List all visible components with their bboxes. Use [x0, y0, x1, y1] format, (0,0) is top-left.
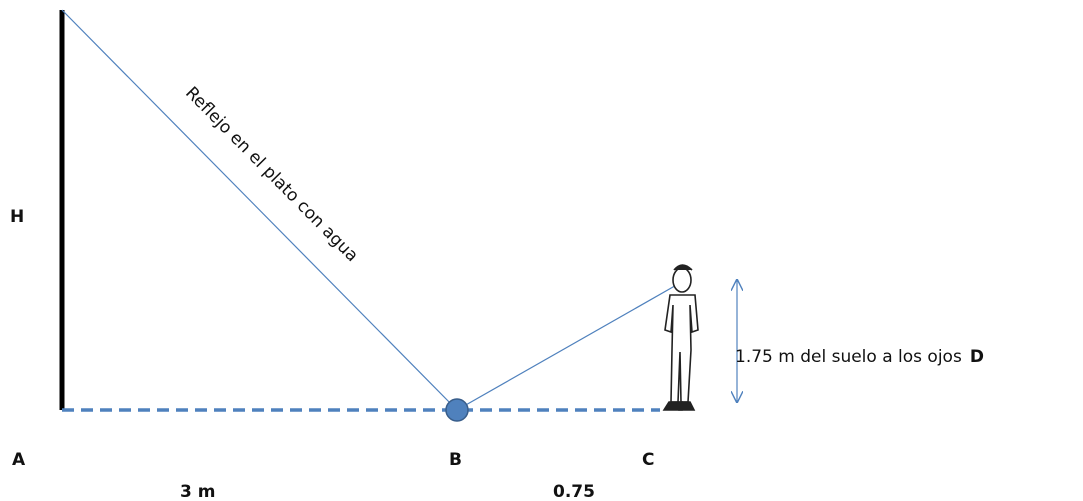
label-a: A: [12, 450, 26, 470]
distance-ab: 3 m: [180, 482, 215, 501]
eye-height: 1.75 m del suelo a los ojos: [735, 347, 962, 367]
incident-ray: [62, 10, 457, 410]
reflected-ray: [457, 283, 680, 410]
label-d: D: [970, 347, 984, 367]
water-plate: [446, 399, 468, 421]
label-h: H: [10, 207, 24, 227]
diagram: Reflejo en el plato con agua H A B C 1.7…: [0, 0, 1083, 501]
distance-bc: 0.75: [553, 482, 595, 501]
ray-label: Reflejo en el plato con agua: [181, 83, 362, 266]
label-b: B: [449, 450, 462, 470]
person: [664, 265, 698, 410]
label-c: C: [642, 450, 654, 470]
